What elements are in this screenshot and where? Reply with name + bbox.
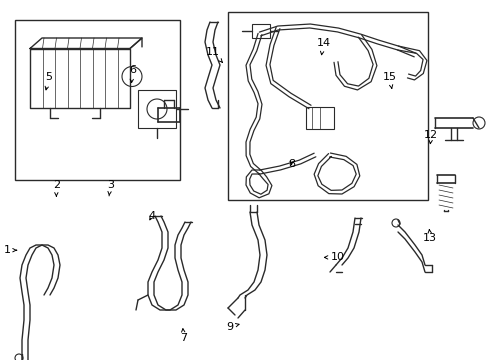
Bar bbox=[252, 24, 270, 38]
Bar bbox=[306, 107, 334, 129]
Text: 11: 11 bbox=[206, 47, 222, 62]
Text: 2: 2 bbox=[53, 180, 60, 196]
Text: 4: 4 bbox=[148, 211, 155, 221]
Text: 9: 9 bbox=[226, 322, 239, 332]
Text: 14: 14 bbox=[317, 38, 330, 55]
Text: 8: 8 bbox=[288, 159, 295, 169]
Text: 7: 7 bbox=[180, 329, 187, 343]
Text: 13: 13 bbox=[423, 229, 437, 243]
Text: 3: 3 bbox=[107, 180, 114, 196]
Text: 6: 6 bbox=[129, 65, 136, 82]
Text: 12: 12 bbox=[424, 130, 438, 144]
Text: 10: 10 bbox=[324, 252, 345, 262]
Bar bbox=[15, 20, 180, 180]
Text: 1: 1 bbox=[4, 245, 17, 255]
Text: 15: 15 bbox=[383, 72, 396, 88]
Bar bbox=[138, 90, 176, 128]
Bar bbox=[228, 12, 428, 200]
Text: 5: 5 bbox=[45, 72, 52, 90]
